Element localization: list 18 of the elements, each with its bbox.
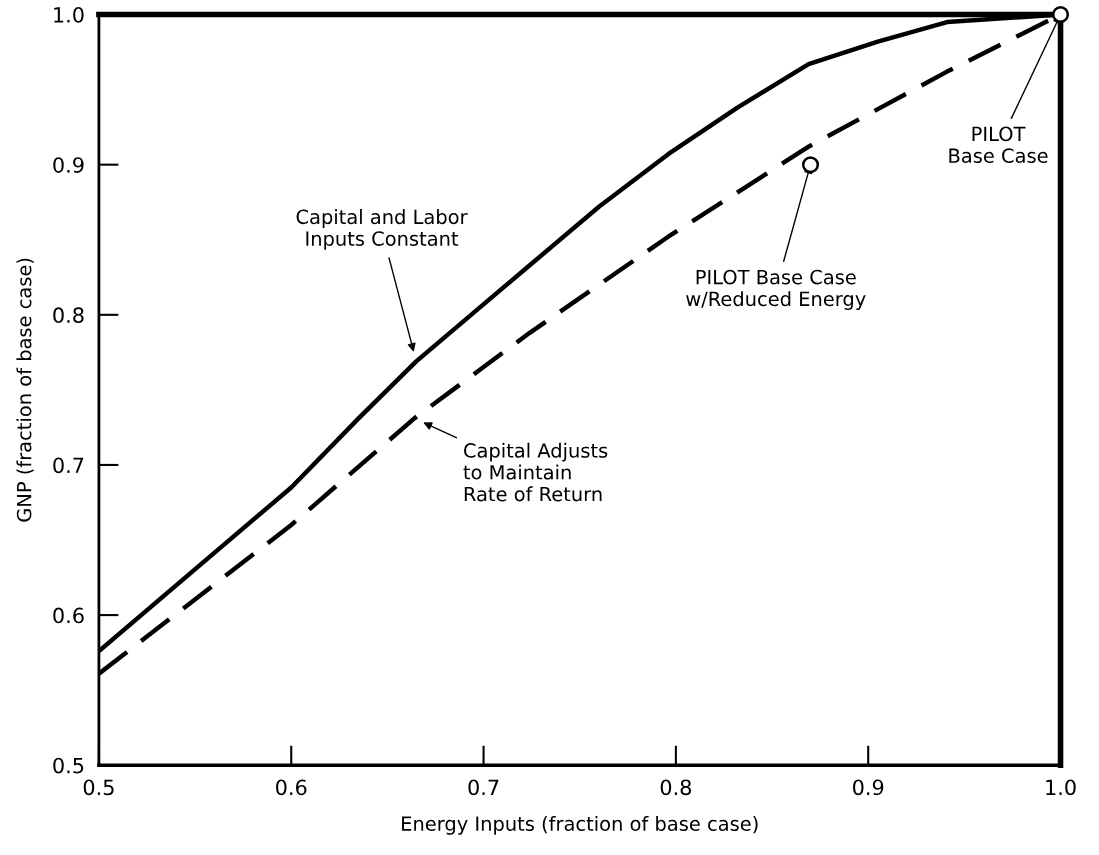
x-tick-label: 0.5: [83, 779, 114, 796]
annotation: Capital Adjusts to Maintain Rate of Return: [463, 442, 608, 502]
y-tick-label: 1.0: [54, 6, 84, 23]
x-tick-label: 1.0: [1046, 779, 1076, 796]
y-tick-label: 0.5: [53, 757, 84, 774]
x-tick-label: 0.6: [276, 779, 307, 796]
y-tick-label: 0.6: [53, 607, 84, 624]
x-tick-label: 0.8: [660, 779, 692, 796]
y-axis-title: GNP (fraction of base case): [16, 258, 34, 522]
x-tick-label: 0.9: [853, 779, 884, 796]
y-tick-label: 0.7: [53, 457, 84, 474]
annotation: PILOT Base Case: [949, 126, 1048, 164]
annotation: PILOT Base Case w/Reduced Energy: [686, 269, 866, 310]
x-axis-title: Energy Inputs (fraction of base case): [402, 815, 758, 835]
annotation: Capital and Labor Inputs Constant: [296, 209, 468, 250]
y-tick-label: 0.9: [53, 157, 84, 173]
y-tick-label: 0.8: [53, 307, 84, 324]
x-tick-label: 0.7: [468, 779, 499, 796]
